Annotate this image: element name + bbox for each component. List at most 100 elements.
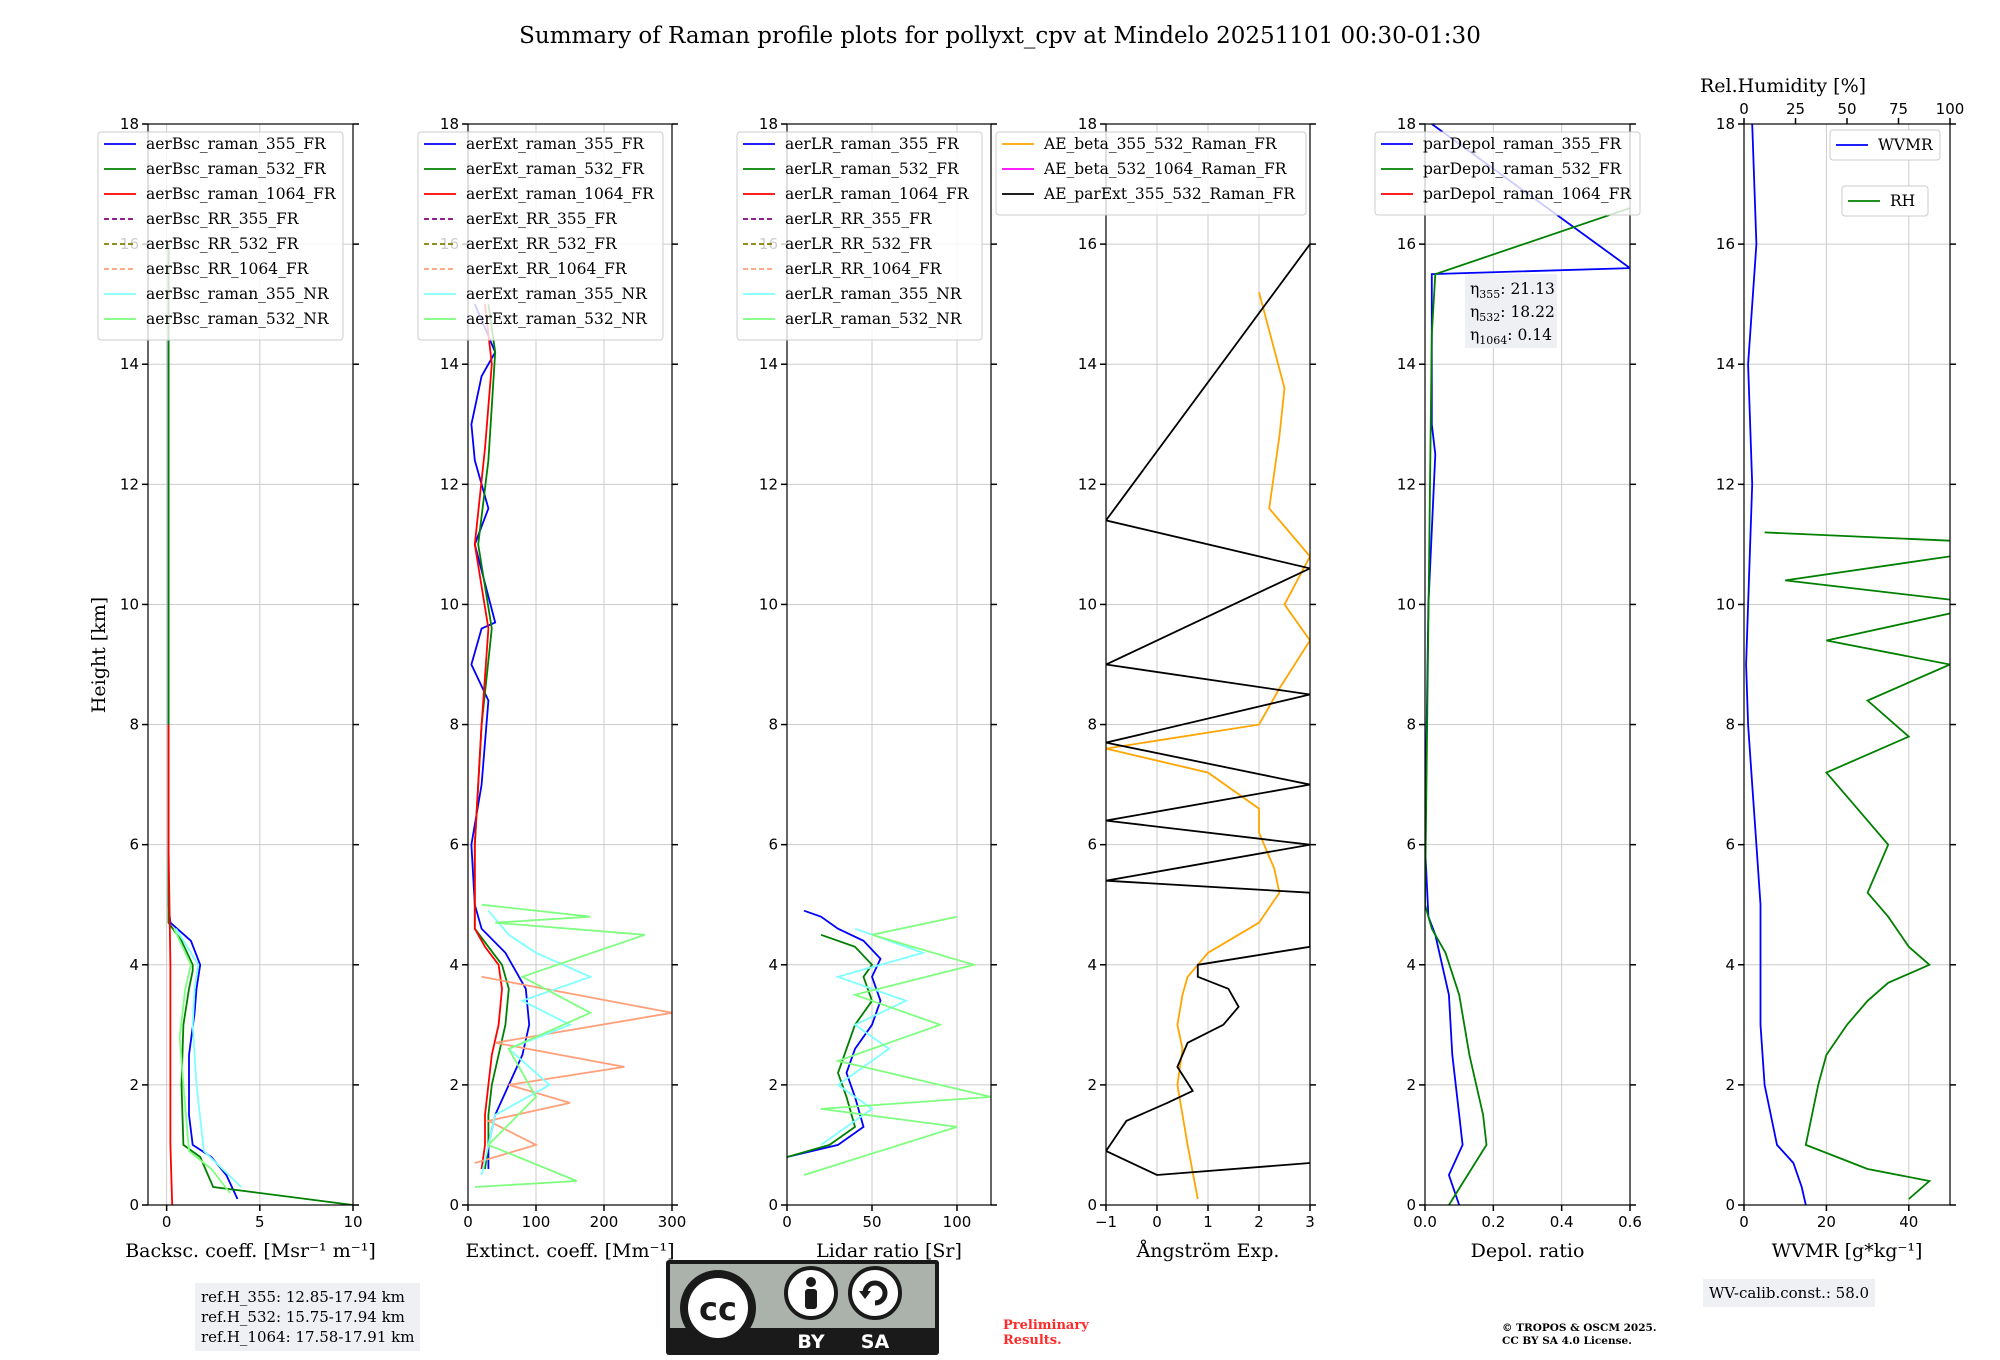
y-tick-label: 12 (440, 475, 459, 493)
share-alike-icon (848, 1266, 902, 1320)
panel-2: 0246810121416180100200300Extinct. coeff.… (417, 115, 686, 1262)
x-tick-label: 0.0 (1413, 1213, 1437, 1231)
x-tick-label: 5 (255, 1213, 265, 1231)
x-axis-label: Extinct. coeff. [Mm⁻¹] (465, 1240, 674, 1262)
y-tick-label: 2 (129, 1076, 139, 1094)
wv-calibration-text: WV-calib.const.: 58.0 (1709, 1284, 1870, 1302)
y-tick-label: 0 (768, 1196, 778, 1214)
legend-entry: aerLR_raman_532_FR (785, 160, 960, 178)
y-tick-label: 12 (1716, 475, 1735, 493)
legend-entry: parDepol_raman_532_FR (1423, 160, 1623, 178)
legend-box (736, 131, 983, 341)
legend-entry: aerLR_RR_1064_FR (785, 260, 943, 278)
x-tick-label: 3 (1305, 1213, 1315, 1231)
y-tick-label: 6 (1087, 836, 1097, 854)
rh-top-axis-label: Rel.Humidity [%] (1700, 75, 1866, 97)
y-tick-label: 6 (129, 836, 139, 854)
eta-annotation-532: η532: 18.22 (1470, 303, 1555, 324)
y-tick-label: 2 (1087, 1076, 1097, 1094)
ref-height-532: ref.H_532: 15.75-17.94 km (201, 1308, 405, 1326)
x-tick-label: 0.2 (1481, 1213, 1505, 1231)
y-tick-label: 14 (120, 355, 139, 373)
y-tick-label: 14 (1078, 355, 1097, 373)
y-tick-label: 8 (129, 716, 139, 734)
eta-annotation-1064: η1064: 0.14 (1470, 326, 1552, 347)
series-group (1745, 124, 1950, 1205)
y-tick-label: 10 (1078, 595, 1097, 613)
legend-box (1374, 131, 1641, 216)
y-tick-label: 2 (1725, 1076, 1735, 1094)
eta-annotation-355: η355: 21.13 (1470, 280, 1555, 301)
legend-entry: AE_parExt_355_532_Raman_FR (1043, 185, 1296, 203)
series-line-aerBsc_raman_355_FR (167, 244, 239, 1200)
y-tick-label: 0 (1087, 1196, 1097, 1214)
top-x-tick-label: 0 (1739, 100, 1749, 118)
y-tick-label: 6 (449, 836, 459, 854)
y-tick-label: 0 (1406, 1196, 1416, 1214)
y-tick-label: 4 (1725, 956, 1735, 974)
cc-logo-text: cc (699, 1290, 737, 1328)
series-line-parDepol_raman_532_FR (1425, 207, 1630, 1205)
series-line-aerExt_raman_532_FR (473, 304, 510, 1170)
series-line-aerLR_raman_355_FR (787, 909, 882, 1158)
y-tick-label: 18 (1078, 115, 1097, 133)
y-tick-label: 6 (1725, 836, 1735, 854)
legend-entry: aerExt_raman_1064_FR (466, 185, 655, 203)
reference-height-box: ref.H_355: 12.85-17.94 km ref.H_532: 15.… (195, 1283, 421, 1351)
y-tick-label: 14 (1397, 355, 1416, 373)
series-line-aerLR_raman_355_NR (820, 927, 926, 1146)
legend-box (1829, 129, 1941, 161)
x-tick-label: 50 (862, 1213, 881, 1231)
series-line-aerBsc_raman_1064_FR (167, 724, 174, 1205)
top-x-tick-label: 25 (1786, 100, 1805, 118)
y-tick-label: 4 (129, 956, 139, 974)
y-tick-label: 12 (1078, 475, 1097, 493)
x-axis-label: WVMR [g*kg⁻¹] (1772, 1240, 1923, 1262)
x-tick-label: 0 (1739, 1213, 1749, 1231)
series-group (1106, 243, 1310, 1200)
y-tick-label: 16 (1716, 235, 1735, 253)
series-line-AE_beta_355_532_Raman_FR (1106, 291, 1310, 1200)
sa-label: SA (861, 1331, 890, 1353)
legend-entry: aerLR_raman_1064_FR (785, 185, 970, 203)
legend-entry: aerLR_raman_355_NR (785, 285, 963, 303)
legend-entry: aerExt_raman_355_FR (466, 135, 645, 153)
series-line-aerExt_RR_1064_FR (474, 975, 672, 1164)
top-x-tick-label: 75 (1889, 100, 1908, 118)
series-line-aerExt_raman_355_NR (480, 910, 593, 1176)
x-axis-label: Backsc. coeff. [Msr⁻¹ m⁻¹] (125, 1240, 376, 1262)
wv-calibration-box: WV-calib.const.: 58.0 (1703, 1279, 1876, 1307)
legend-entry: aerBsc_raman_355_NR (146, 285, 330, 303)
y-tick-label: 18 (1716, 115, 1735, 133)
series-line-aerExt_raman_1064_FR (473, 304, 503, 1170)
y-tick-label: 12 (759, 475, 778, 493)
y-tick-label: 16 (1397, 235, 1416, 253)
y-tick-label: 14 (759, 355, 778, 373)
eta-annotation-box (1465, 274, 1557, 348)
copyright-line-1: © TROPOS & OSCM 2025. (1502, 1322, 1657, 1334)
y-tick-label: 10 (120, 595, 139, 613)
x-tick-label: 40 (1899, 1213, 1918, 1231)
series-line-aerBsc_raman_355_NR (175, 928, 242, 1188)
x-tick-label: 200 (590, 1213, 619, 1231)
y-tick-label: 8 (1725, 716, 1735, 734)
legend-entry: aerLR_raman_532_NR (785, 310, 963, 328)
y-tick-label: 10 (1397, 595, 1416, 613)
y-tick-label: 10 (1716, 595, 1735, 613)
legend-box (417, 131, 664, 341)
y-tick-label: 14 (440, 355, 459, 373)
y-tick-label: 18 (120, 115, 139, 133)
series-line-AE_parExt_355_532_Raman_FR (1106, 243, 1310, 1176)
legend-entry: RH (1890, 192, 1915, 210)
figure-title: Summary of Raman profile plots for polly… (519, 23, 1481, 49)
legend-entry: aerBsc_RR_532_FR (146, 235, 300, 253)
y-tick-label: 4 (1406, 956, 1416, 974)
x-axis-label: Depol. ratio (1471, 1240, 1585, 1262)
x-tick-label: 100 (522, 1213, 551, 1231)
legend-entry: aerLR_RR_355_FR (785, 210, 933, 228)
axes-frame (1424, 123, 1631, 1206)
x-tick-label: 2 (1254, 1213, 1264, 1231)
legend-box (995, 131, 1307, 216)
x-tick-label: 20 (1817, 1213, 1836, 1231)
legend-box (1841, 185, 1929, 217)
